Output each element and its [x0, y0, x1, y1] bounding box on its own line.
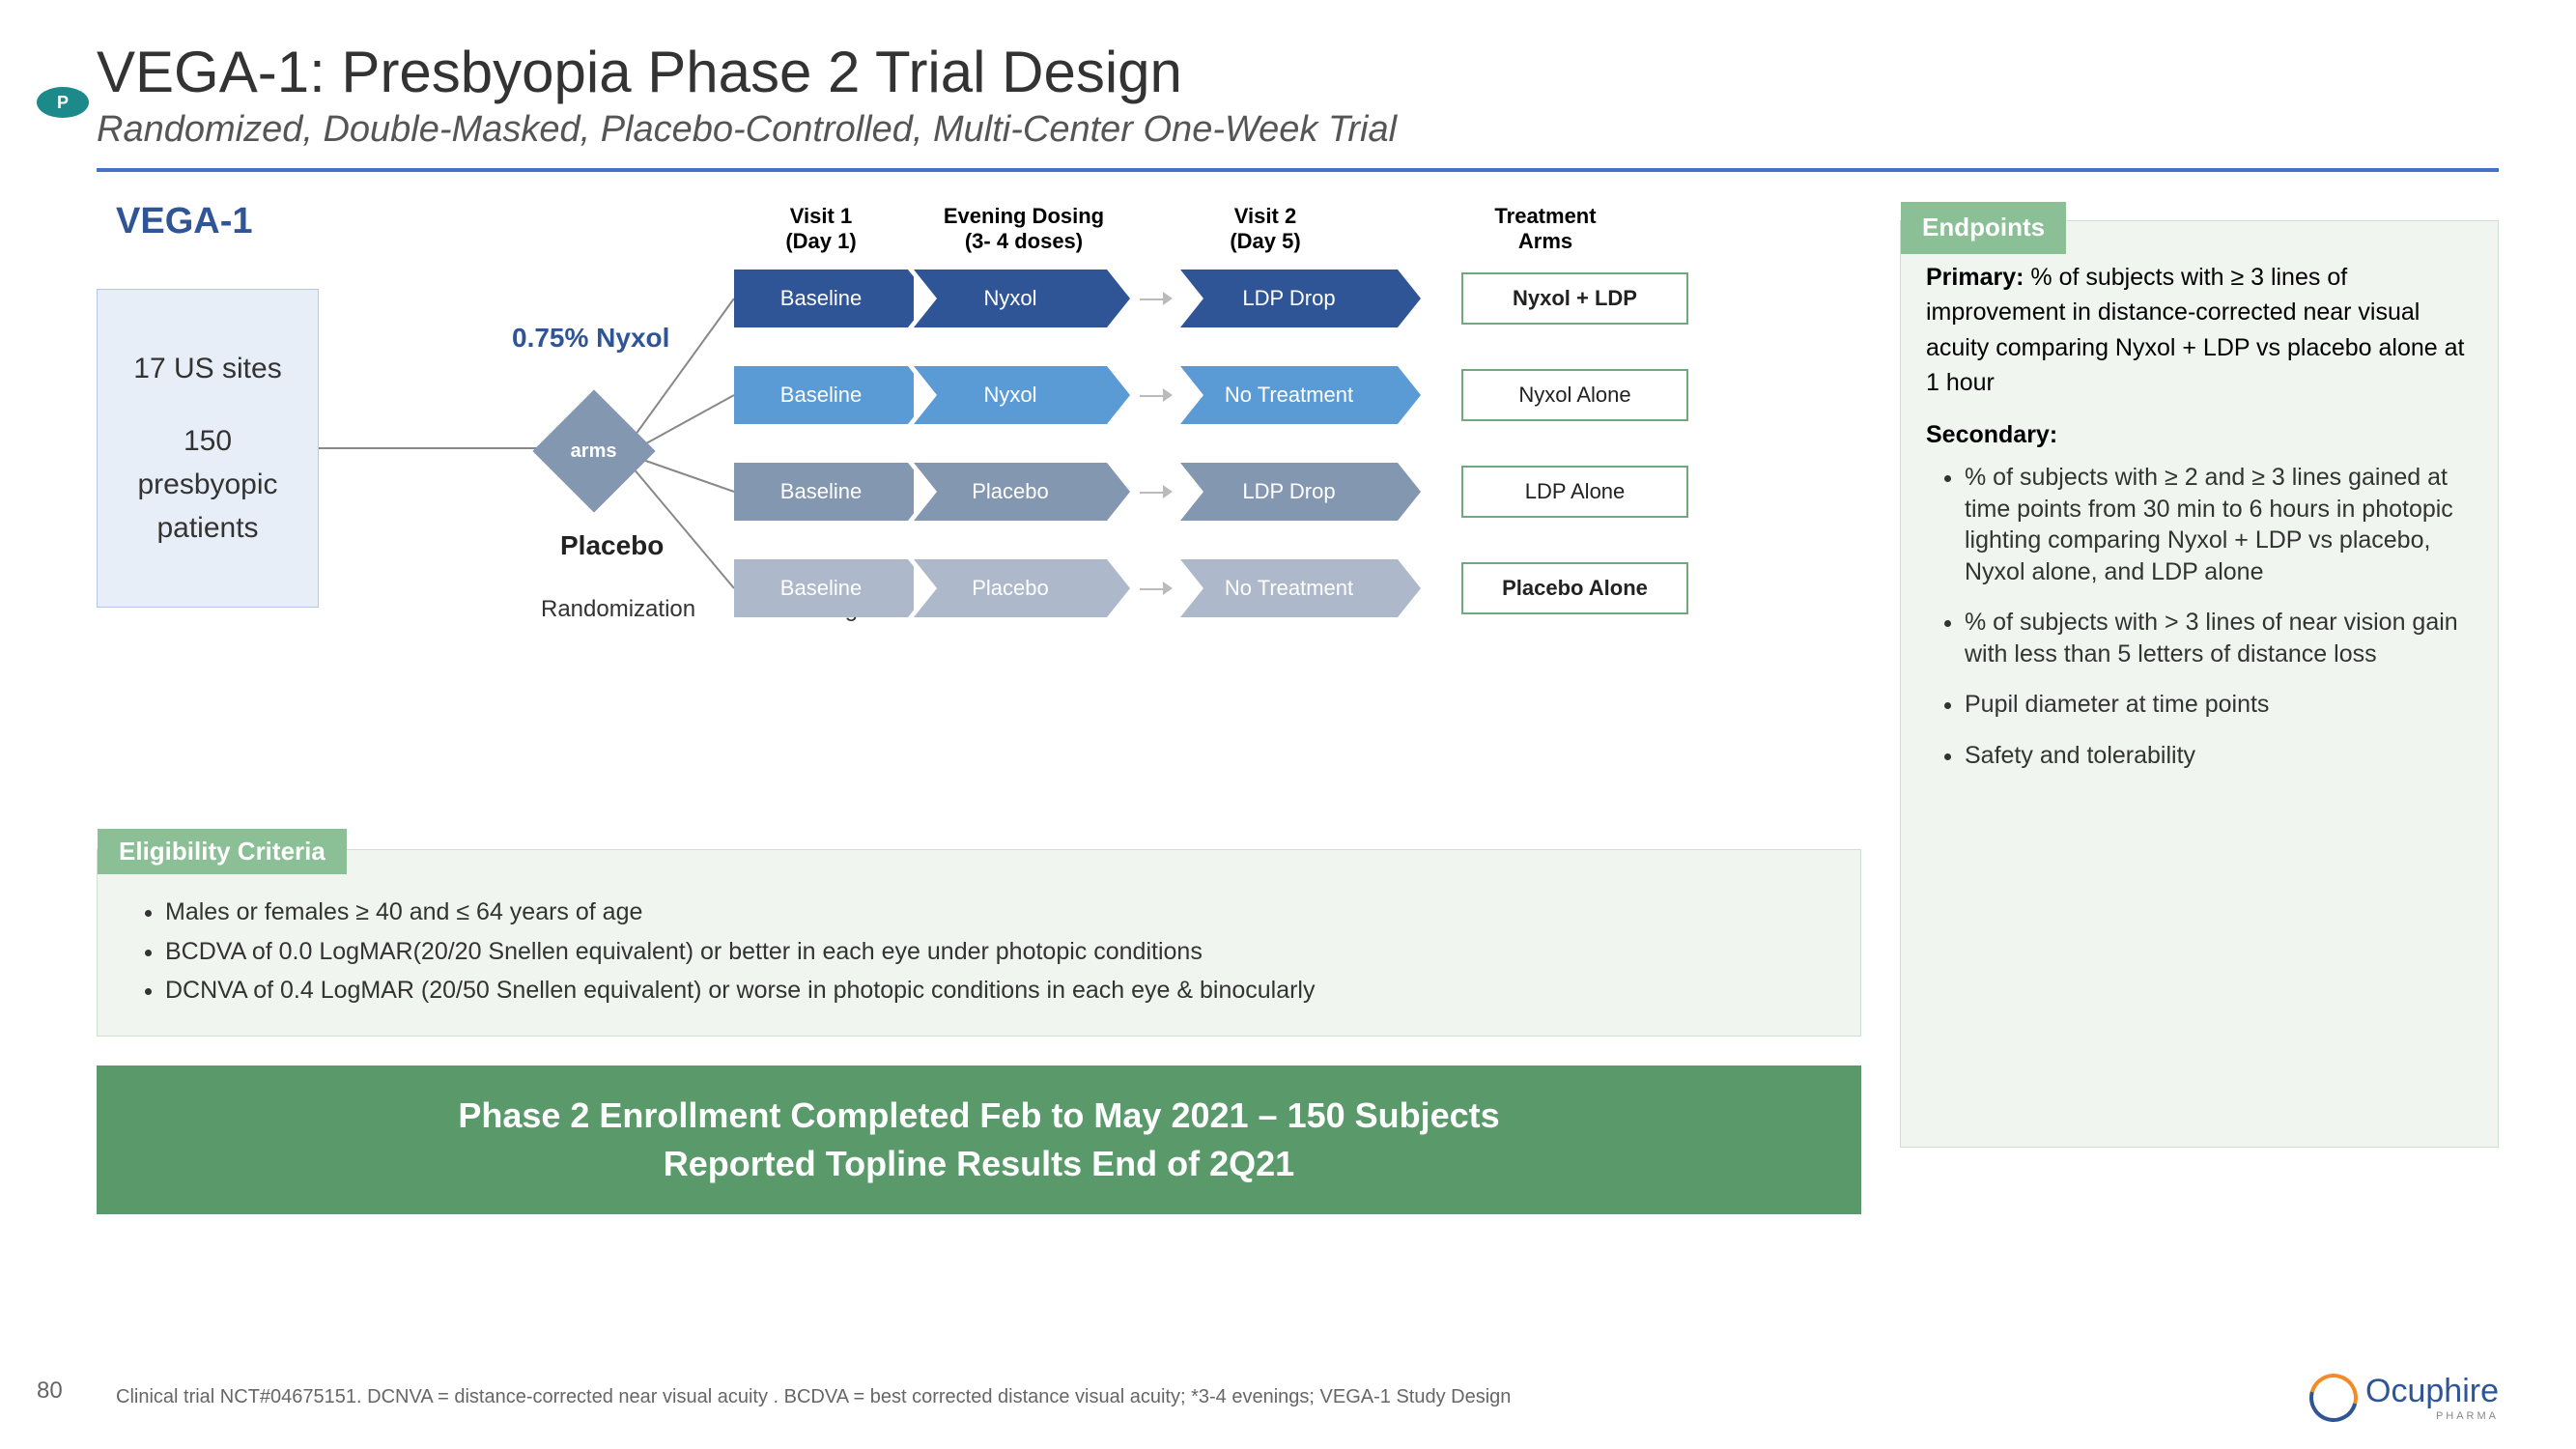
treatment-arm-box: Nyxol Alone [1461, 369, 1688, 421]
dose-chevron: Placebo [914, 559, 1107, 617]
eligibility-item: Males or females ≥ 40 and ≤ 64 years of … [165, 896, 1831, 928]
baseline-chevron: Baseline [734, 270, 908, 327]
branch-placebo-label: Placebo [560, 530, 664, 561]
col-header-arms: Treatment Arms [1449, 204, 1642, 254]
logo-swirl-icon [2301, 1364, 2366, 1430]
dose-chevron: Nyxol [914, 366, 1107, 424]
day5-chevron: No Treatment [1180, 559, 1398, 617]
secondary-list: % of subjects with ≥ 2 and ≥ 3 lines gai… [1926, 462, 2473, 771]
enrollment-banner: Phase 2 Enrollment Completed Feb to May … [97, 1065, 1861, 1215]
treatment-arm-box: Placebo Alone [1461, 562, 1688, 614]
col-header-visit2: Visit 2 (Day 5) [1178, 204, 1352, 254]
dose-chevron: Placebo [914, 463, 1107, 521]
slide-subtitle: Randomized, Double-Masked, Placebo-Contr… [97, 109, 2499, 151]
arrow-icon [1113, 559, 1180, 617]
baseline-chevron: Baseline [734, 366, 908, 424]
arm-rows: BaselineNyxolLDP DropNyxol + LDPBaseline… [734, 270, 1688, 656]
secondary-item: % of subjects with > 3 lines of near vis… [1965, 607, 2473, 669]
branch-nyxol-label: 0.75% Nyxol [512, 323, 669, 354]
col-header-dosing: Evening Dosing (3- 4 doses) [908, 204, 1140, 254]
baseline-chevron: Baseline [734, 463, 908, 521]
eligibility-item: DCNVA of 0.4 LogMAR (20/50 Snellen equiv… [165, 975, 1831, 1007]
arrow-icon [1113, 366, 1180, 424]
company-logo: Ocuphire PHARMA [2309, 1373, 2499, 1422]
footnote: Clinical trial NCT#04675151. DCNVA = dis… [116, 1386, 2309, 1408]
secondary-item: % of subjects with ≥ 2 and ≥ 3 lines gai… [1965, 462, 2473, 587]
secondary-label: Secondary: [1926, 417, 2473, 452]
arm-row: BaselineNyxol No Treatment Nyxol Alone [734, 366, 1688, 424]
arrow-icon [1113, 463, 1180, 521]
patients-line2: 150 presbyopic patients [117, 419, 298, 550]
treatment-arm-box: Nyxol + LDP [1461, 272, 1688, 325]
baseline-chevron: Baseline [734, 559, 908, 617]
eligibility-section: Eligibility Criteria Males or females ≥ … [97, 849, 1861, 1037]
secondary-item: Safety and tolerability [1965, 740, 2473, 772]
endpoints-title: Endpoints [1901, 202, 2066, 254]
primary-label: Primary: [1926, 264, 2024, 291]
arm-row: BaselineNyxol LDP Drop Nyxol + LDP [734, 270, 1688, 327]
arm-row: BaselinePlacebo LDP Drop LDP Alone [734, 463, 1688, 521]
day5-chevron: LDP Drop [1180, 270, 1398, 327]
logo-text: Ocuphire [2365, 1373, 2499, 1409]
patients-line1: 17 US sites [117, 347, 298, 390]
randomization-label: Randomization [541, 596, 695, 623]
p-badge: P [37, 87, 89, 118]
treatment-arm-box: LDP Alone [1461, 466, 1688, 518]
title-rule [97, 168, 2499, 172]
secondary-item: Pupil diameter at time points [1965, 689, 2473, 721]
endpoints-section: Endpoints Primary: % of subjects with ≥ … [1900, 220, 2499, 1148]
arm-row: BaselinePlacebo No Treatment Placebo Alone [734, 559, 1688, 617]
trial-flow-diagram: 17 US sites 150 presbyopic patients arms… [97, 250, 1861, 810]
day5-chevron: No Treatment [1180, 366, 1398, 424]
eligibility-item: BCDVA of 0.0 LogMAR(20/20 Snellen equiva… [165, 936, 1831, 968]
eligibility-list: Males or females ≥ 40 and ≤ 64 years of … [127, 896, 1831, 1007]
eligibility-title: Eligibility Criteria [98, 829, 347, 874]
arrow-icon [1113, 270, 1180, 327]
dose-chevron: Nyxol [914, 270, 1107, 327]
page-number: 80 [37, 1378, 63, 1405]
arms-diamond-label: arms [571, 440, 617, 463]
slide-title: VEGA-1: Presbyopia Phase 2 Trial Design [97, 39, 2499, 105]
day5-chevron: LDP Drop [1180, 463, 1398, 521]
logo-subtext: PHARMA [2365, 1410, 2499, 1422]
arms-diamond: arms [532, 389, 655, 512]
col-header-visit1: Visit 1 (Day 1) [744, 204, 898, 254]
patients-box: 17 US sites 150 presbyopic patients [97, 289, 319, 608]
